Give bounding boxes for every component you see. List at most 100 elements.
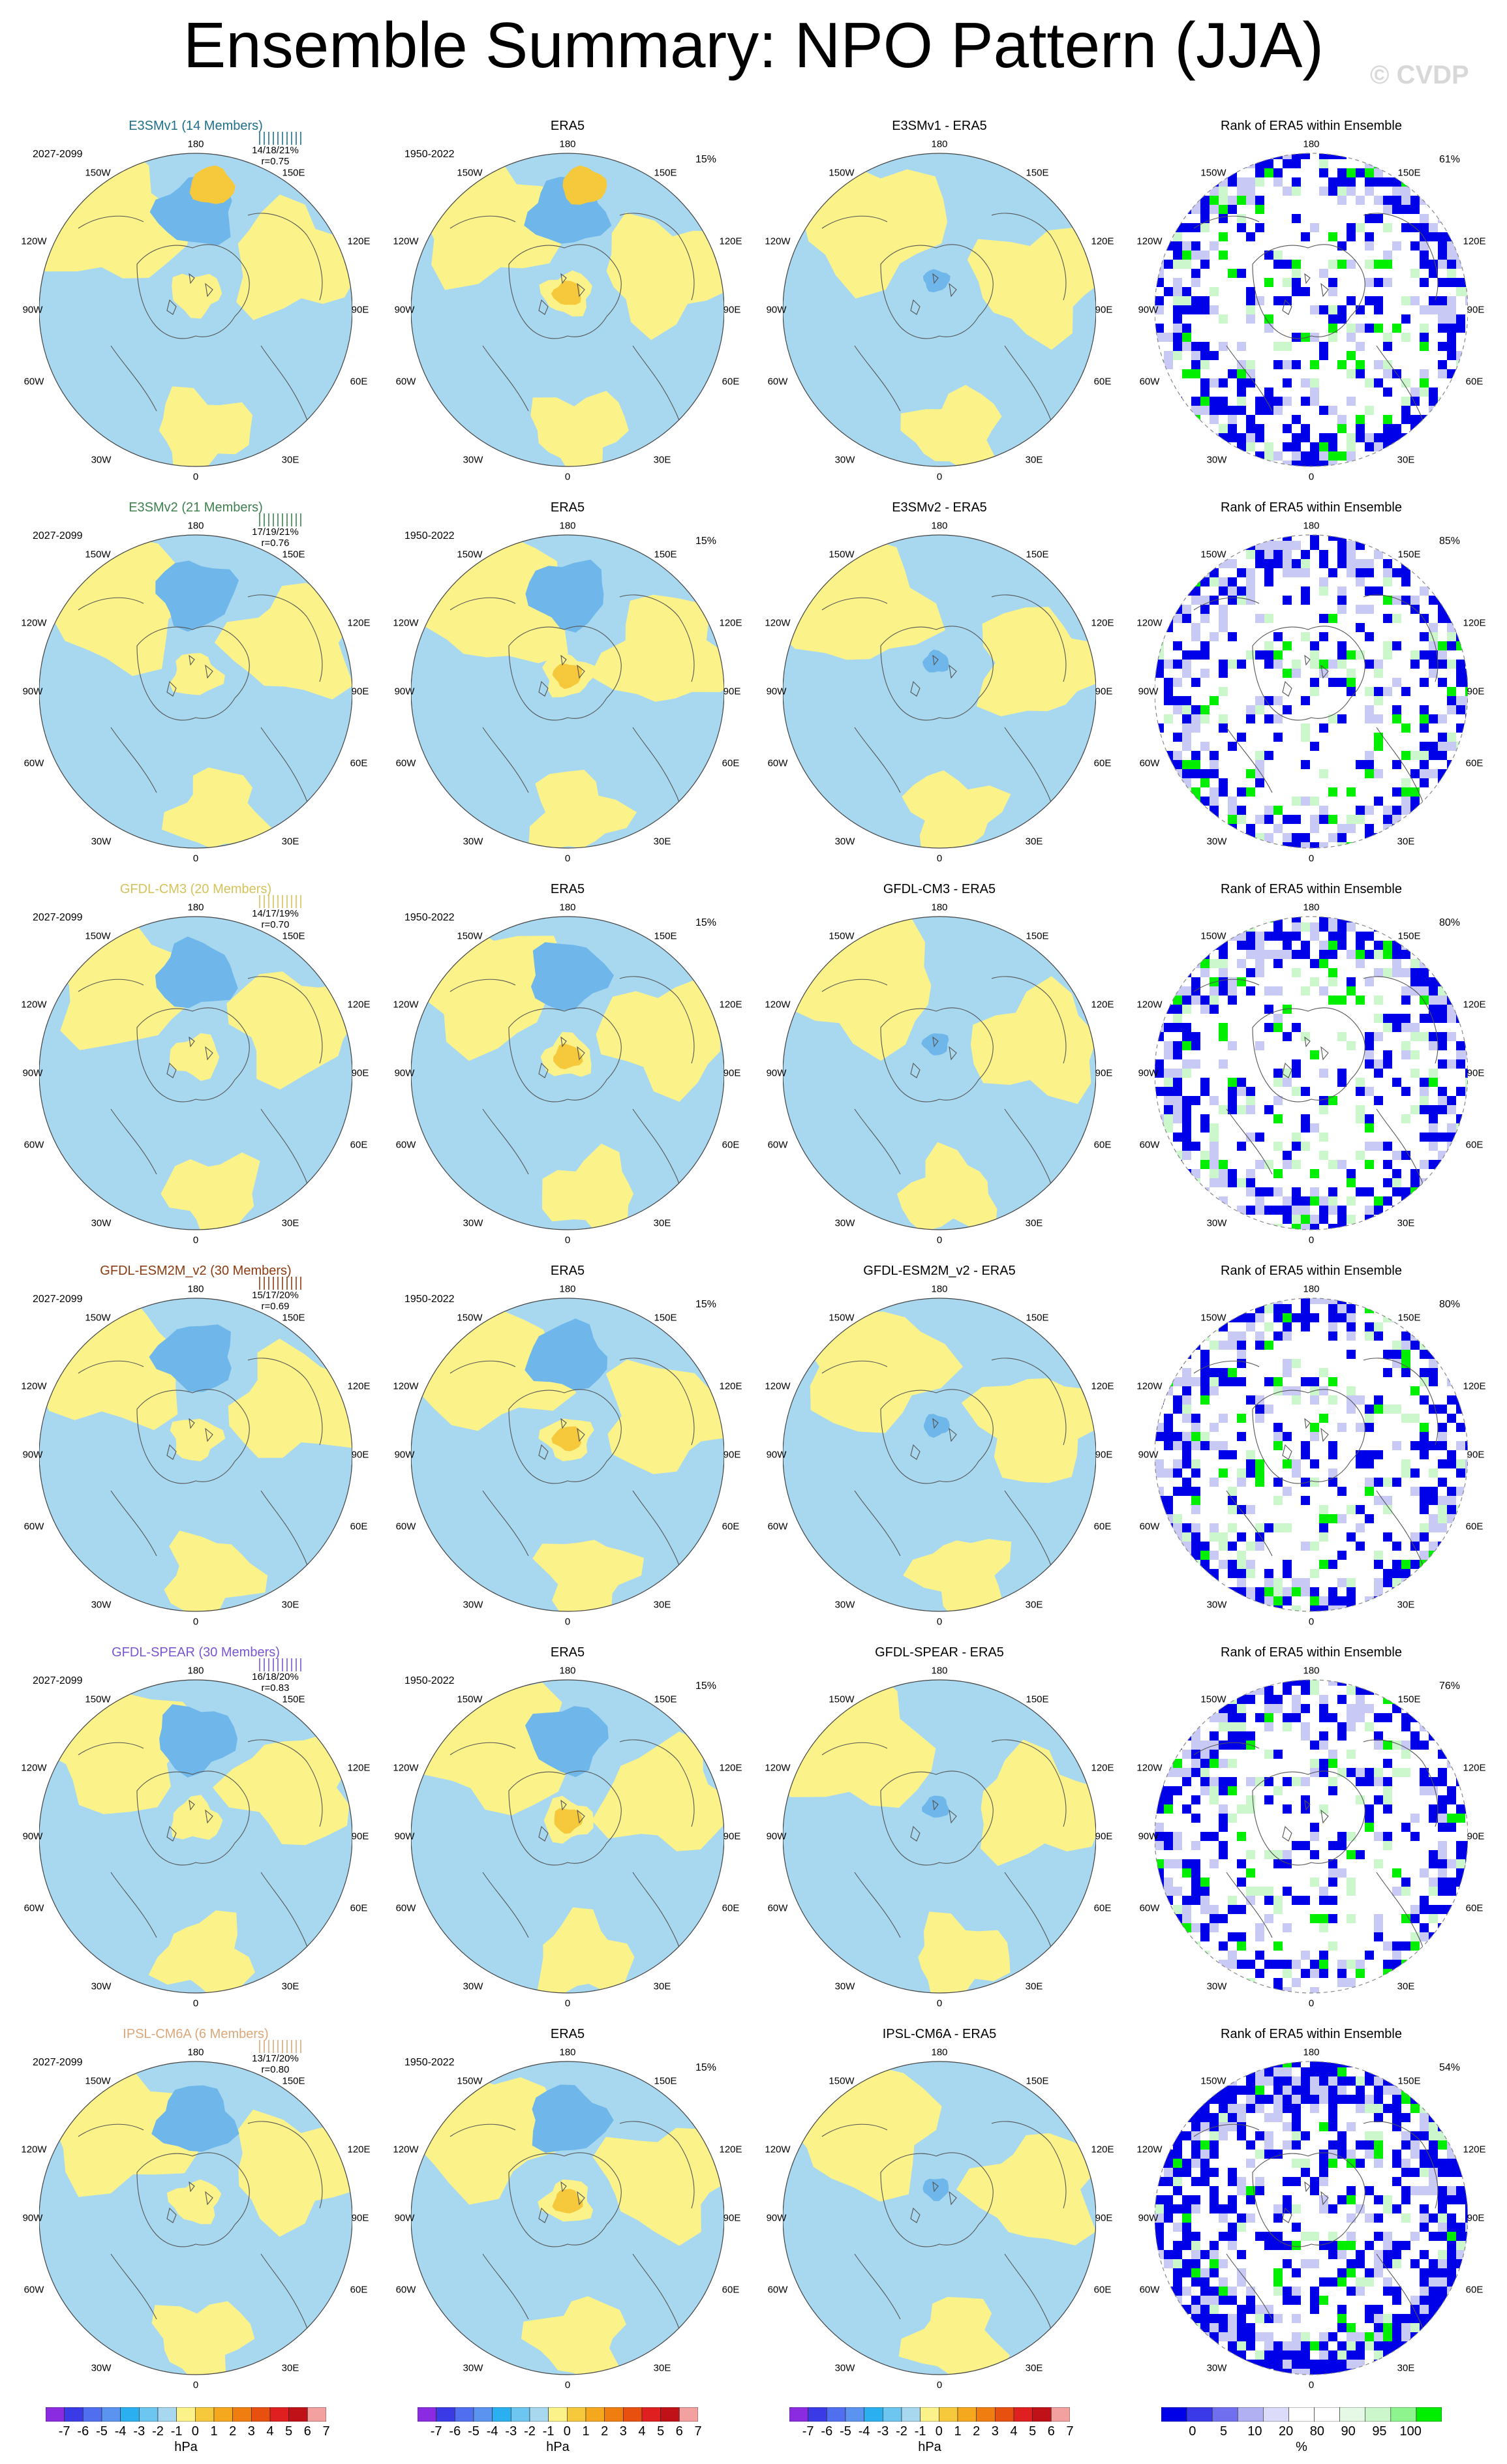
rank-cell	[1420, 2296, 1429, 2305]
colorbar-diff: -7 -6 -5 -4 -3 -2 -1 0 1 2 3 4 5 6 7 hPa	[789, 2407, 1074, 2459]
rank-cell	[1420, 2277, 1429, 2287]
colorbar-swatch	[976, 2407, 996, 2422]
rank-cell	[1420, 1395, 1429, 1405]
rank-cell	[1365, 535, 1374, 541]
rank-cell	[1410, 2150, 1420, 2159]
lon-label-left: 90W	[1138, 686, 1159, 697]
rank-cell	[1210, 1322, 1219, 1331]
rank-cell	[1429, 260, 1438, 269]
coastline-3	[910, 1799, 957, 1842]
rank-cell	[1410, 196, 1420, 205]
rank-cell	[1264, 1795, 1273, 1804]
rank-cell	[1429, 1731, 1438, 1741]
rank-cell	[1365, 2277, 1374, 2287]
rank-cell	[1365, 1987, 1374, 1993]
rank-cell	[1374, 2314, 1383, 2323]
rank-cell	[1273, 1695, 1283, 1704]
rank-cell	[1173, 586, 1182, 596]
rank-cell	[1237, 1432, 1246, 1441]
rank-cell	[1456, 1850, 1465, 1859]
rank-cell	[1392, 1187, 1401, 1196]
rank-cell	[1347, 2259, 1356, 2268]
rank-cell	[1310, 641, 1319, 650]
rank-cell	[1310, 2296, 1319, 2305]
rank-cell	[1164, 1377, 1173, 1386]
rank-cell	[1264, 917, 1273, 922]
rank-cell	[1292, 2341, 1301, 2350]
rank-cell	[1182, 1680, 1191, 1686]
rank-cell	[1301, 733, 1310, 742]
lon-label-bottom: 0	[564, 853, 571, 864]
rank-cell	[1429, 797, 1438, 806]
rank-cell	[1191, 2204, 1200, 2213]
rank-cell	[1347, 917, 1356, 922]
rank-cell	[1255, 932, 1264, 941]
rank-cell	[1210, 1423, 1219, 1432]
rank-cell	[1429, 550, 1438, 559]
rank-cell	[1182, 742, 1191, 751]
rank-cell	[1465, 1587, 1468, 1596]
rank-cell	[1438, 1459, 1447, 1468]
rank-cell	[1438, 1441, 1447, 1450]
rank-cell	[1200, 577, 1210, 586]
rank-cell	[1420, 260, 1429, 269]
rank-cell	[1182, 1313, 1191, 1322]
rank-cell	[1210, 1160, 1219, 1169]
rank-cell	[1283, 596, 1292, 605]
rank-cell	[1255, 1206, 1264, 1215]
rank-cell	[1374, 360, 1383, 369]
rank-cell	[1173, 1395, 1182, 1405]
rank-cell	[1228, 1178, 1237, 1187]
watermark: © CVDP	[1370, 61, 1469, 89]
rank-cell	[1182, 669, 1191, 678]
rank-cell	[1328, 177, 1337, 187]
rank-cell	[1155, 360, 1164, 369]
rank-cell	[1173, 660, 1182, 669]
rank-cell	[1191, 424, 1200, 433]
lon-label-left_lower: 60W	[767, 1521, 788, 1532]
rank-cell	[1264, 1160, 1273, 1169]
rank-cell	[1164, 1878, 1173, 1887]
rank-cell	[1465, 461, 1468, 466]
rank-cell	[1182, 1395, 1191, 1405]
rank-cell	[1456, 833, 1465, 842]
panel-diff-row1: E3SMv1 - ERA5 180 0 150W 150E 120W 120E 90W 90E 6…	[763, 117, 1116, 496]
rank-cell	[1438, 1096, 1447, 1105]
rank-cell	[1191, 2131, 1200, 2140]
rank-cell	[1438, 1032, 1447, 1041]
rank-cell	[1228, 1759, 1237, 1768]
rank-cell	[1365, 232, 1374, 241]
colorbar-swatch	[417, 2407, 436, 2422]
rank-cell	[1420, 2113, 1429, 2122]
lon-label-upper_left: 150W	[1200, 549, 1226, 560]
map-border	[1155, 916, 1468, 1230]
rank-cell	[1155, 1750, 1164, 1759]
map-border	[783, 2061, 1096, 2375]
rank-cell	[1456, 2131, 1465, 2140]
rank-cell	[1182, 1405, 1191, 1414]
rank-cell	[1237, 2113, 1246, 2122]
rank-cell	[1392, 205, 1401, 214]
rank-cell	[1310, 1169, 1319, 1178]
coastline-0	[1252, 244, 1365, 339]
rank-cell	[1319, 342, 1328, 351]
rank-cell	[1410, 1050, 1420, 1059]
colorbar-tick-label: -5	[840, 2424, 851, 2439]
rank-cell	[1310, 1432, 1319, 1441]
rank-cell	[1420, 2095, 1429, 2104]
coastline-3	[538, 1799, 585, 1842]
lon-label-left_upper: 120W	[21, 2144, 47, 2155]
rank-cell	[1191, 1969, 1200, 1978]
lon-label-right: 90E	[1467, 1831, 1485, 1842]
lon-label-right_upper: 120E	[1463, 1762, 1486, 1774]
rank-cell	[1210, 2186, 1219, 2195]
rank-cell	[1219, 214, 1228, 223]
colorbar-tick-label: 2	[229, 2424, 237, 2439]
rank-cell	[1219, 232, 1228, 241]
rank-cell	[1283, 1078, 1292, 1087]
rank-cell	[1173, 1951, 1182, 1960]
rank-cell	[1392, 824, 1401, 833]
lon-label-upper_right: 150E	[1397, 1694, 1421, 1705]
rank-cell	[1155, 1459, 1164, 1468]
rank-cell	[1465, 2314, 1468, 2323]
